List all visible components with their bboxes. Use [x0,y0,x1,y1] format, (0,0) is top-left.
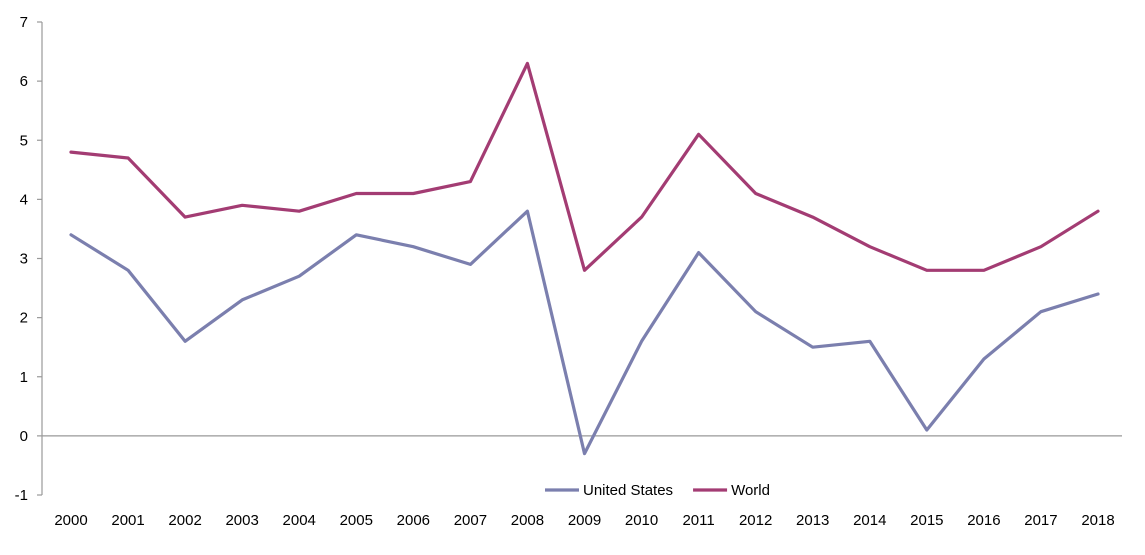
y-tick-label: 3 [20,251,28,268]
y-tick-label: 0 [20,428,28,445]
y-tick-label: 5 [20,132,28,149]
series-lines [69,61,1100,456]
x-tick-label: 2018 [1081,512,1114,529]
x-tick-label: 2008 [511,512,544,529]
x-tick-label: 2010 [625,512,658,529]
axes [37,21,1122,496]
x-tick-label: 2011 [682,512,714,529]
legend-label-united-states: United States [583,482,673,499]
x-tick-label: 2007 [454,512,487,529]
x-tick-label: 2004 [283,512,316,529]
x-tick-label: 2002 [168,512,201,529]
y-tick-labels: -1 0 1 2 3 4 5 6 7 [15,14,28,504]
x-tick-label: 2005 [340,512,373,529]
y-tick-label: 2 [20,310,28,327]
y-tick-label: 4 [20,191,28,208]
x-tick-label: 2012 [739,512,772,529]
x-tick-labels: 2000 2001 2002 2003 2004 2005 2006 2007 2008 2009… [54,512,1114,529]
x-tick-label: 2013 [796,512,829,529]
legend: United States World [545,482,770,499]
x-tick-label: 2001 [111,512,144,529]
x-tick-label: 2017 [1024,512,1057,529]
series-line-world [69,61,1100,272]
x-tick-label: 2009 [568,512,601,529]
series-line-united-states [69,209,1100,456]
x-tick-label: 2016 [967,512,1000,529]
x-tick-label: 2000 [54,512,87,529]
legend-label-world: World [731,482,770,499]
y-tick-label: 7 [20,14,28,31]
y-tick-label: -1 [15,487,28,504]
x-tick-label: 2003 [225,512,258,529]
y-tick-label: 6 [20,73,28,90]
y-tick-label: 1 [20,369,28,386]
x-tick-label: 2006 [397,512,430,529]
x-tick-label: 2014 [853,512,886,529]
x-tick-label: 2015 [910,512,943,529]
